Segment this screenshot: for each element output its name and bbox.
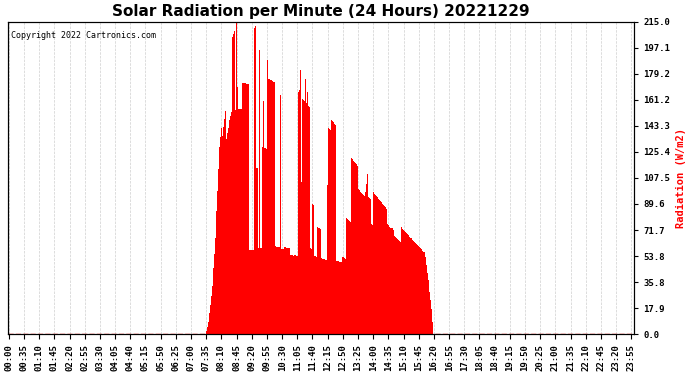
Y-axis label: Radiation (W/m2): Radiation (W/m2) [676,128,686,228]
Title: Solar Radiation per Minute (24 Hours) 20221229: Solar Radiation per Minute (24 Hours) 20… [112,4,530,19]
Text: Copyright 2022 Cartronics.com: Copyright 2022 Cartronics.com [10,31,156,40]
